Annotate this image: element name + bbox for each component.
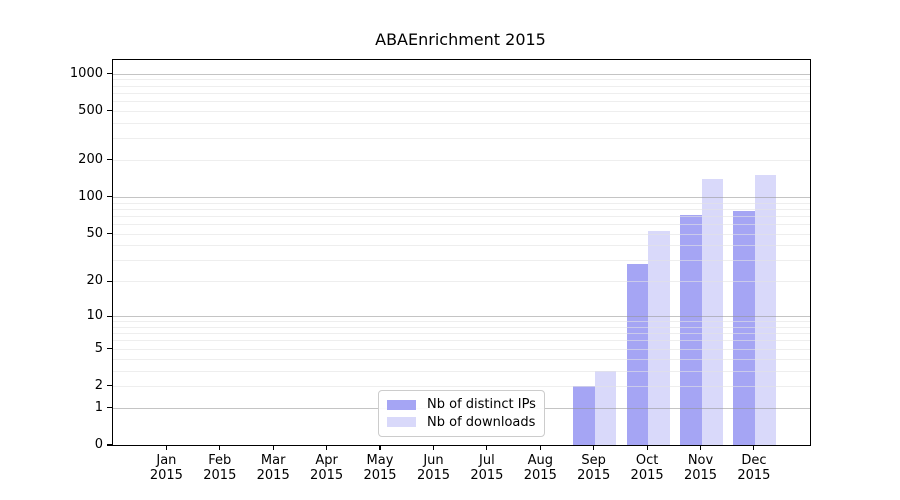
x-tick-mark (539, 445, 541, 450)
x-tick-mark (219, 445, 221, 450)
minor-gridline (113, 245, 810, 247)
legend-swatch-downloads (387, 417, 416, 428)
y-tick-label: 1 (94, 399, 103, 415)
y-tick-label: 200 (78, 151, 103, 167)
x-tick-mark (379, 445, 381, 450)
minor-gridline (113, 85, 810, 87)
major-gridline (113, 196, 810, 198)
x-tick-label-jul: Jul 2015 (470, 453, 504, 483)
minor-gridline (113, 208, 810, 210)
legend-label-downloads: Nb of downloads (427, 414, 536, 430)
minor-gridline (113, 92, 810, 94)
minor-gridline (113, 110, 810, 112)
major-gridline (113, 73, 810, 75)
minor-gridline (113, 215, 810, 217)
x-tick-mark (593, 445, 595, 450)
legend-swatch-distinct-ips (387, 399, 416, 410)
minor-gridline (113, 138, 810, 140)
x-tick-label-mar: Mar 2015 (256, 453, 290, 483)
legend-item-downloads: Nb of downloads (387, 414, 535, 432)
x-tick-label-jan: Jan 2015 (149, 453, 183, 483)
x-tick-mark (486, 445, 488, 450)
minor-gridline (113, 340, 810, 342)
minor-gridline (113, 122, 810, 124)
major-gridline (113, 316, 810, 318)
x-tick-label-aug: Aug 2015 (523, 453, 557, 483)
x-tick-mark (165, 445, 167, 450)
y-tick-mark (107, 444, 112, 446)
y-tick-mark (107, 315, 112, 317)
y-tick-label: 2 (94, 377, 103, 393)
minor-gridline (113, 260, 810, 262)
x-tick-label-apr: Apr 2015 (310, 453, 344, 483)
x-tick-mark (699, 445, 702, 450)
y-tick-mark (107, 280, 112, 282)
y-tick-label: 10 (86, 308, 103, 324)
minor-gridline (113, 101, 810, 102)
legend-label-distinct-ips: Nb of distinct IPs (427, 397, 536, 413)
y-tick-mark (107, 233, 112, 235)
y-tick-mark (107, 196, 112, 198)
y-tick-mark (107, 72, 112, 75)
y-tick-label: 20 (86, 273, 103, 289)
y-tick-label: 100 (78, 188, 103, 204)
x-tick-label-sep: Sep 2015 (577, 453, 611, 483)
minor-gridline (113, 370, 810, 372)
minor-gridline (113, 159, 810, 161)
x-tick-mark (326, 445, 328, 450)
plot-area (112, 59, 811, 446)
bar-downloads-oct (648, 230, 670, 445)
y-tick-label: 5 (94, 340, 103, 356)
x-tick-mark (432, 445, 435, 450)
bar-distinct-ips-nov (680, 215, 702, 445)
y-tick-mark (107, 348, 112, 350)
x-tick-mark (753, 445, 755, 450)
minor-gridline (113, 233, 810, 235)
y-tick-mark (107, 110, 112, 112)
x-tick-label-may: May 2015 (363, 453, 397, 483)
y-tick-mark (107, 385, 112, 387)
minor-gridline (113, 333, 810, 335)
minor-gridline (113, 202, 810, 204)
y-tick-mark (107, 407, 112, 409)
legend-item-distinct-ips: Nb of distinct IPs (387, 396, 536, 414)
minor-gridline (113, 358, 810, 360)
minor-gridline (113, 281, 810, 283)
x-tick-label-jun: Jun 2015 (416, 453, 451, 483)
legend: Nb of distinct IPs Nb of downloads (378, 390, 545, 437)
y-tick-label: 0 (94, 437, 103, 452)
bar-downloads-dec (754, 175, 777, 445)
minor-gridline (113, 348, 810, 350)
minor-gridline (113, 385, 810, 387)
bar-distinct-ips-oct (626, 264, 649, 445)
y-tick-mark (107, 159, 112, 161)
x-tick-label-nov: Nov 2015 (683, 453, 718, 483)
minor-gridline (113, 326, 810, 328)
y-tick-label: 50 (86, 225, 103, 241)
chart-title: ABAEnrichment 2015 (375, 30, 546, 49)
y-tick-label: 500 (78, 102, 103, 118)
minor-gridline (113, 224, 810, 225)
x-tick-mark (272, 445, 274, 450)
x-tick-label-dec: Dec 2015 (737, 453, 771, 483)
x-tick-mark (646, 445, 648, 450)
y-tick-label: 1000 (69, 65, 103, 81)
minor-gridline (113, 79, 810, 81)
minor-gridline (113, 321, 810, 323)
x-tick-label-feb: Feb 2015 (203, 453, 237, 483)
x-tick-label-oct: Oct 2015 (630, 453, 664, 483)
gridlines-layer (113, 60, 810, 445)
bar-distinct-ips-sep (573, 385, 595, 445)
bar-downloads-nov (701, 178, 723, 445)
